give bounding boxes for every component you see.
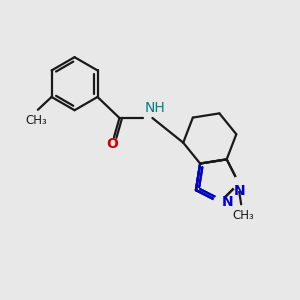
Text: N: N: [222, 195, 233, 209]
Text: CH₃: CH₃: [232, 209, 254, 222]
Text: O: O: [106, 136, 118, 151]
Text: NH: NH: [144, 101, 165, 115]
Text: N: N: [233, 184, 245, 198]
Text: CH₃: CH₃: [25, 114, 47, 127]
